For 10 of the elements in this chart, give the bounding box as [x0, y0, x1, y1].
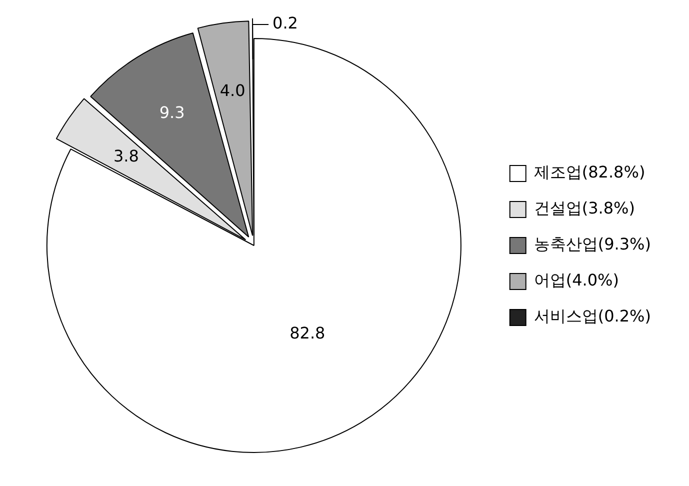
legend-label: 어업(4.0%) — [534, 270, 620, 290]
data-label: 82.8 — [290, 323, 326, 342]
legend-label: 서비스업(0.2%) — [534, 306, 652, 326]
legend-label: 농축산업(9.3%) — [534, 234, 652, 254]
legend-label: 건설업(3.8%) — [534, 198, 636, 218]
data-label: 3.8 — [113, 146, 139, 166]
data-label: 9.3 — [159, 102, 185, 122]
legend-label: 제조업(82.8%) — [534, 162, 646, 182]
data-label: 4.0 — [220, 80, 246, 100]
data-label: 0.2 — [272, 14, 298, 33]
